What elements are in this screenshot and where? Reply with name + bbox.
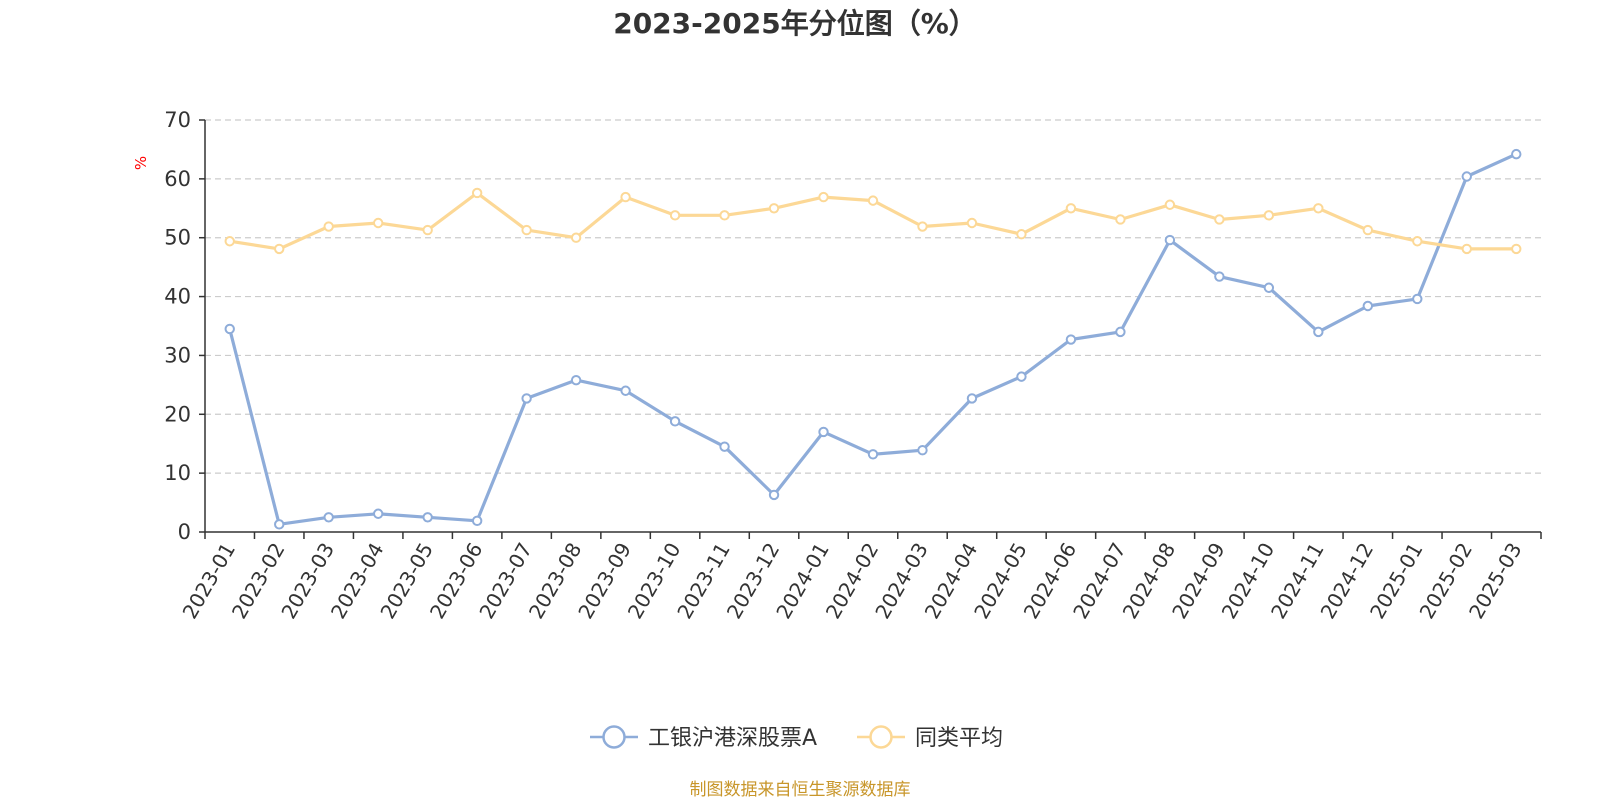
data-point[interactable]: [422, 512, 433, 523]
data-point[interactable]: [570, 374, 582, 386]
legend-item[interactable]: 工银沪港深股票A: [590, 725, 817, 751]
data-point[interactable]: [1115, 326, 1126, 338]
y-tick-label: 20: [164, 402, 191, 426]
data-point[interactable]: [966, 217, 978, 229]
data-point[interactable]: [719, 441, 730, 452]
data-point[interactable]: [224, 323, 235, 335]
data-point[interactable]: [818, 426, 829, 438]
y-axis-ticks: 0 10 20 30 40 50 60 70: [164, 108, 205, 544]
data-point[interactable]: [1362, 224, 1374, 236]
data-point[interactable]: [1164, 234, 1176, 246]
data-point[interactable]: [1115, 214, 1126, 225]
legend-marker: [602, 725, 626, 749]
data-point[interactable]: [917, 221, 928, 232]
axes: [204, 120, 1541, 533]
data-point[interactable]: [521, 224, 532, 236]
legend-label: 同类平均: [915, 726, 1003, 751]
data-point[interactable]: [1214, 271, 1225, 282]
data-point[interactable]: [1263, 282, 1275, 293]
data-point[interactable]: [1164, 199, 1176, 210]
data-point[interactable]: [867, 195, 879, 206]
data-point[interactable]: [1313, 326, 1324, 338]
data-point[interactable]: [422, 224, 433, 236]
y-tick-label: 40: [164, 285, 191, 309]
series-lines: [224, 148, 1522, 530]
data-point[interactable]: [1362, 300, 1374, 312]
data-point[interactable]: [372, 217, 384, 229]
data-point[interactable]: [372, 508, 384, 519]
data-point[interactable]: [669, 210, 681, 221]
data-point[interactable]: [274, 243, 285, 255]
data-point[interactable]: [1412, 236, 1423, 247]
data-point[interactable]: [1016, 371, 1027, 382]
series-2: [224, 187, 1522, 255]
x-axis-ticks: 2023-012023-022023-032023-042023-052023-…: [177, 532, 1542, 623]
data-point[interactable]: [917, 444, 928, 456]
data-point[interactable]: [768, 203, 780, 214]
legend-item[interactable]: 同类平均: [857, 725, 1003, 751]
y-axis-unit: %: [132, 156, 150, 170]
y-tick-label: 50: [164, 226, 191, 250]
data-point[interactable]: [1511, 243, 1522, 255]
y-tick-label: 0: [178, 520, 191, 544]
data-point[interactable]: [224, 236, 235, 247]
data-point[interactable]: [1313, 203, 1324, 214]
data-point[interactable]: [719, 210, 730, 221]
data-point[interactable]: [274, 519, 285, 530]
y-tick-label: 60: [164, 167, 191, 191]
data-point[interactable]: [966, 393, 978, 404]
data-point[interactable]: [323, 221, 334, 232]
legend-marker: [869, 725, 893, 749]
chart-title: 2023-2025年分位图（%）: [613, 7, 977, 40]
data-point[interactable]: [1214, 214, 1225, 225]
data-point[interactable]: [768, 489, 780, 501]
data-point[interactable]: [1065, 334, 1077, 345]
data-point[interactable]: [620, 385, 631, 396]
y-tick-label: 30: [164, 343, 191, 367]
y-tick-label: 70: [164, 108, 191, 132]
data-point[interactable]: [521, 393, 532, 404]
data-point[interactable]: [1016, 228, 1027, 240]
data-point[interactable]: [1412, 293, 1423, 305]
data-point[interactable]: [570, 232, 582, 243]
data-point[interactable]: [669, 416, 681, 427]
data-point[interactable]: [867, 449, 879, 460]
data-point[interactable]: [818, 191, 829, 203]
data-point[interactable]: [620, 191, 631, 203]
gridlines: [205, 119, 1541, 474]
data-point[interactable]: [1065, 203, 1077, 214]
data-point[interactable]: [1461, 243, 1472, 255]
data-point[interactable]: [1511, 148, 1522, 160]
y-tick-label: 10: [164, 461, 191, 485]
data-point[interactable]: [1263, 210, 1275, 221]
series-1: [224, 148, 1522, 530]
data-point[interactable]: [323, 512, 334, 523]
data-point[interactable]: [471, 515, 483, 527]
data-point[interactable]: [471, 187, 483, 199]
data-point[interactable]: [1461, 171, 1472, 182]
legend-label: 工银沪港深股票A: [648, 726, 817, 751]
legend[interactable]: 工银沪港深股票A 同类平均: [590, 725, 1003, 751]
data-source-note: 制图数据来自恒生聚源数据库: [690, 780, 911, 800]
